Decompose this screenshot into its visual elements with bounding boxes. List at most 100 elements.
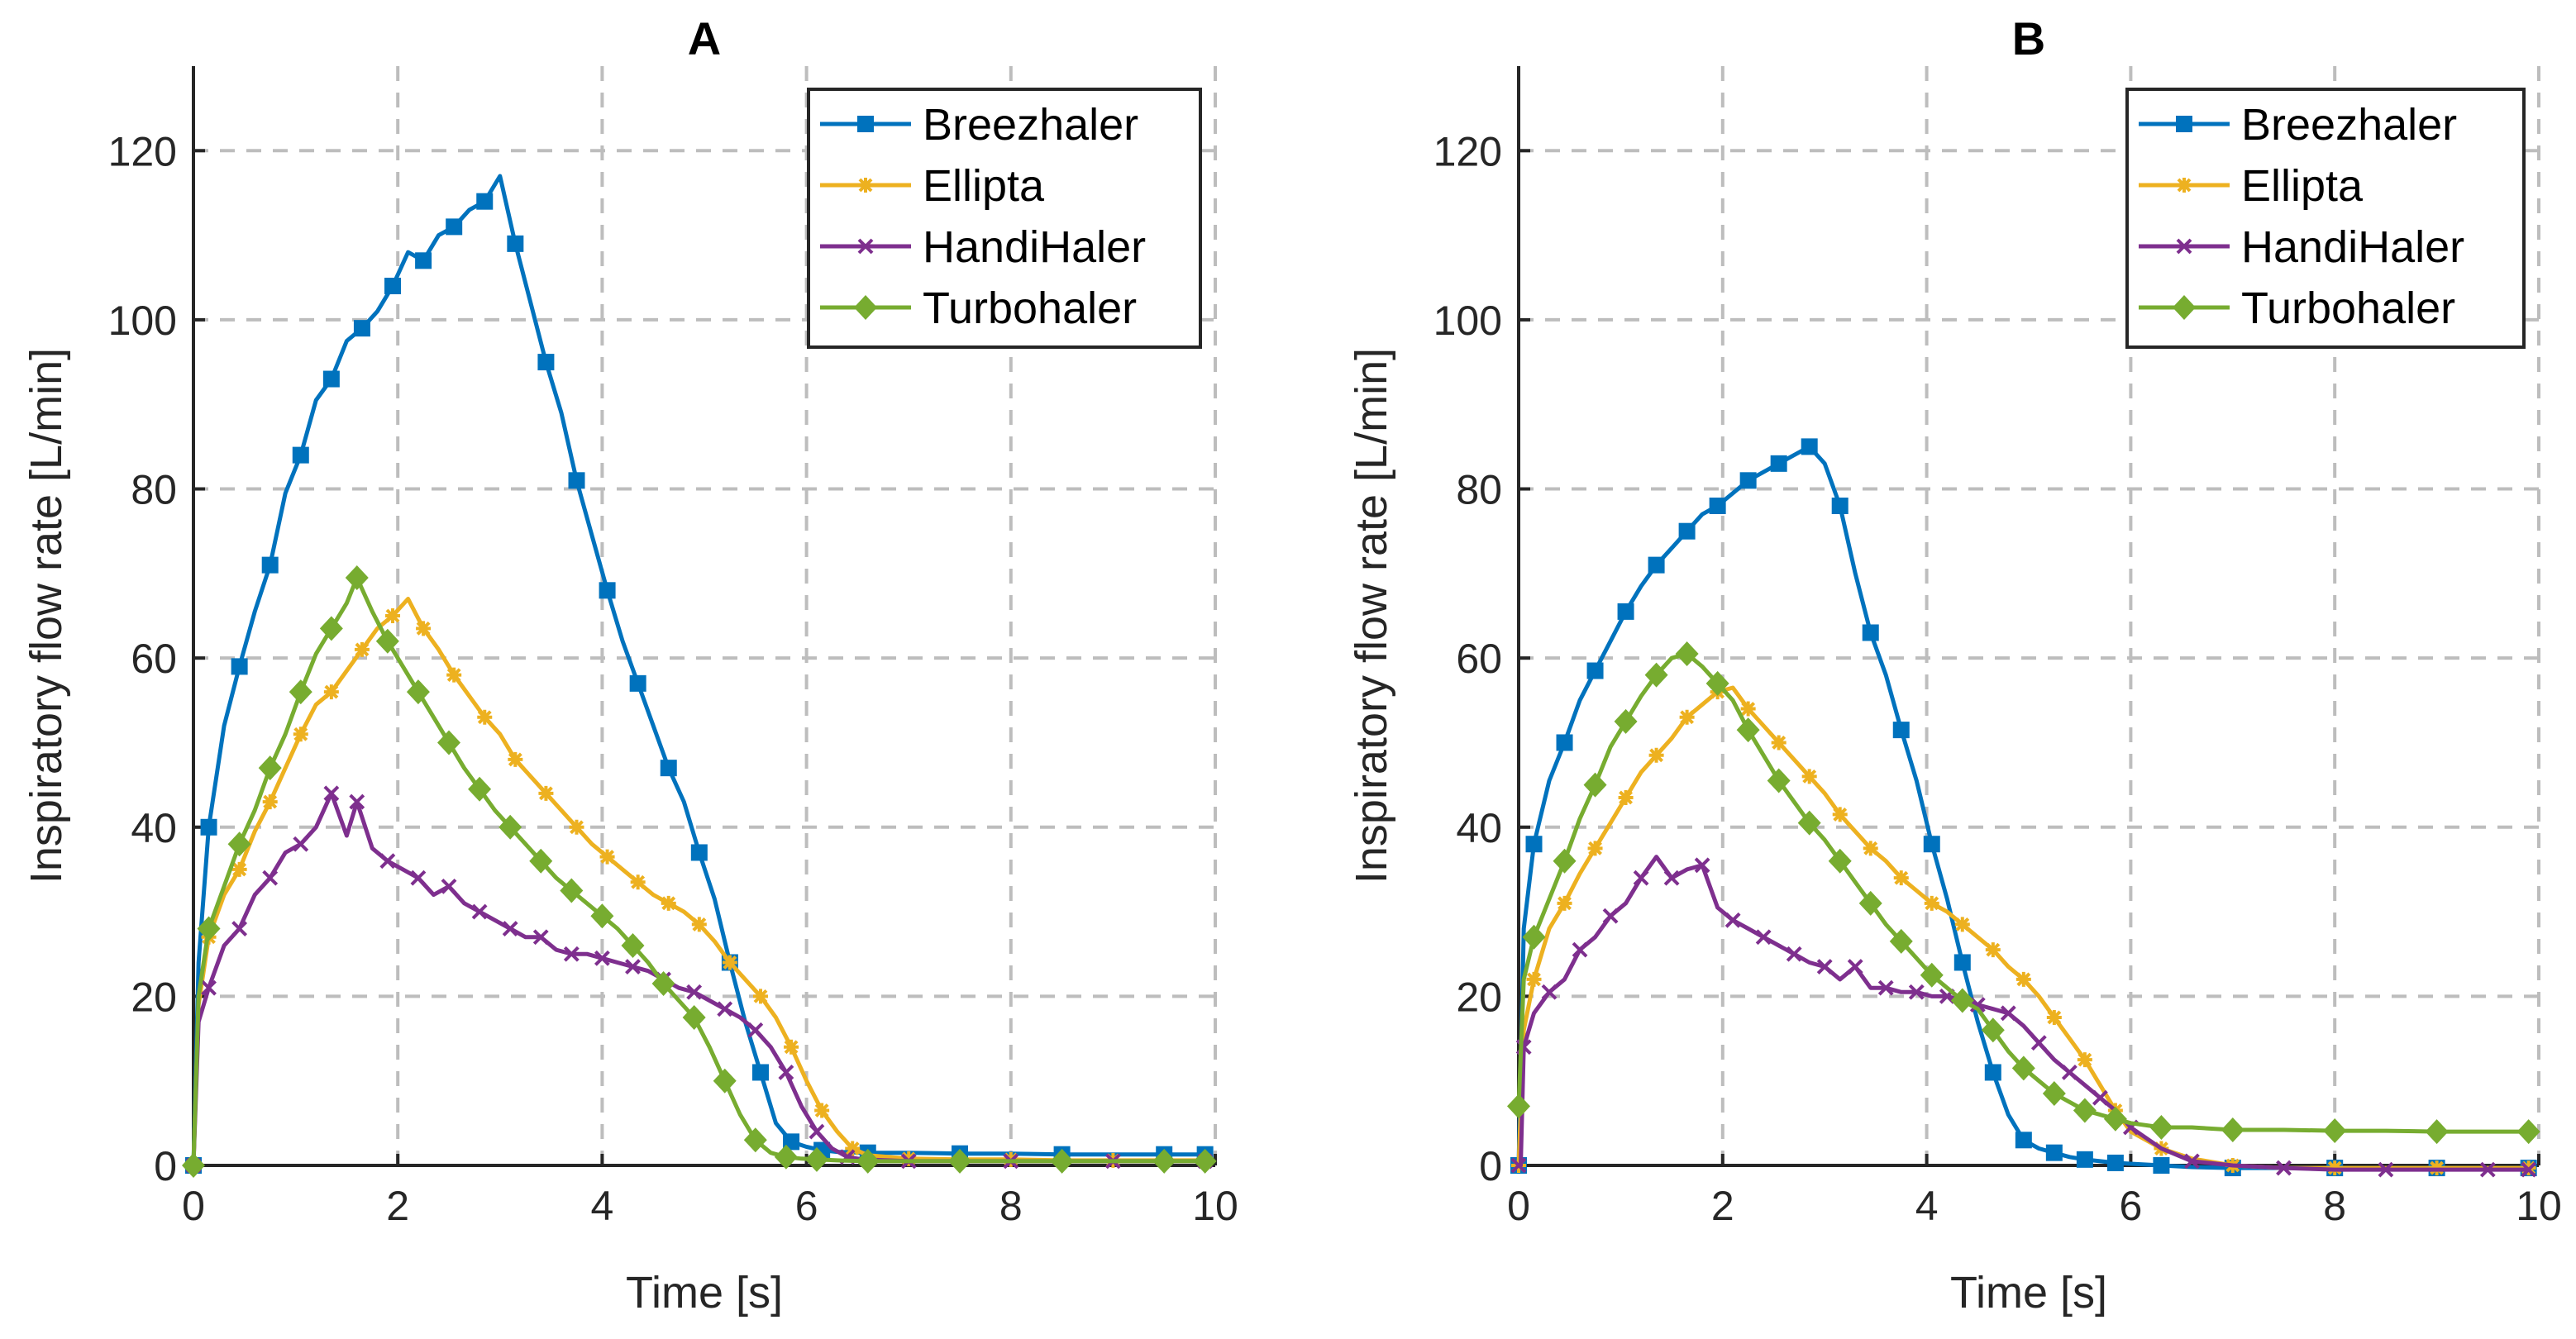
data-point-handihaler (809, 1123, 825, 1140)
data-point-breezhaler (1923, 836, 1940, 853)
data-point-breezhaler (1586, 662, 1604, 679)
data-point-breezhaler (751, 1064, 769, 1081)
data-point-ellipta (784, 1039, 799, 1055)
data-point-ellipta (691, 917, 707, 932)
data-point-breezhaler (1984, 1064, 2001, 1081)
data-point-turbohaler (1522, 924, 1546, 950)
data-point-ellipta (2046, 1009, 2062, 1025)
data-point-breezhaler (537, 354, 555, 371)
x-tick-label-4: 4 (590, 1183, 613, 1229)
data-point-turbohaler (2073, 1098, 2097, 1123)
data-point-turbohaler (1675, 641, 1699, 667)
data-point-breezhaler (2076, 1151, 2093, 1168)
legend-marker-handihaler (2176, 238, 2192, 255)
data-point-handihaler (502, 921, 518, 936)
data-point-turbohaler (713, 1068, 737, 1094)
series-turbohaler (182, 565, 1217, 1178)
data-point-ellipta (661, 895, 676, 911)
legend: Breezhaler Ellipta HandiHaler Turbohaler (2125, 88, 2526, 349)
data-point-handihaler (2378, 1161, 2394, 1178)
data-point-turbohaler (2103, 1106, 2127, 1132)
data-point-turbohaler (1050, 1148, 1074, 1174)
data-point-handihaler (2030, 1035, 2047, 1051)
data-point-breezhaler (1709, 498, 1726, 514)
data-point-handihaler (1816, 959, 1833, 974)
y-tick-label-20: 20 (131, 974, 177, 1020)
data-point-ellipta (2077, 1052, 2092, 1068)
data-point-ellipta (231, 861, 247, 877)
data-point-turbohaler (345, 565, 369, 590)
data-point-handihaler (2521, 1161, 2537, 1178)
series-line-turbohaler (191, 575, 1208, 1168)
data-point-turbohaler (1828, 848, 1852, 874)
y-tick-label-60: 60 (131, 636, 177, 682)
panel-title: B (2012, 12, 2045, 64)
data-point-handihaler (1633, 870, 1649, 886)
data-point-turbohaler (227, 832, 251, 857)
y-tick-label-40: 40 (131, 805, 177, 851)
x-axis-label: Time [s] (626, 1268, 783, 1318)
data-point-turbohaler (2425, 1119, 2449, 1145)
data-point-handihaler (1877, 979, 1894, 996)
x-axis-label: Time [s] (1950, 1268, 2107, 1318)
data-point-turbohaler (2221, 1117, 2244, 1143)
data-point-handihaler (379, 853, 396, 870)
data-point-turbohaler (560, 878, 584, 903)
data-point-breezhaler (1678, 522, 1696, 540)
data-point-handihaler (2061, 1065, 2077, 1080)
series-line-ellipta (1516, 685, 2531, 1170)
legend-label-handihaler: HandiHaler (2241, 222, 2464, 272)
data-point-turbohaler (2011, 1055, 2035, 1081)
data-point-breezhaler (476, 193, 494, 210)
data-point-ellipta (262, 794, 278, 810)
data-point-turbohaler (1583, 772, 1607, 798)
legend-marker-turbohaler (2173, 295, 2196, 320)
x-tick-label-6: 6 (795, 1183, 818, 1229)
legend-label-breezhaler: Breezhaler (2241, 100, 2457, 150)
series-turbohaler (1507, 641, 2540, 1145)
data-point-handihaler (686, 984, 703, 1000)
data-point-breezhaler (507, 235, 524, 252)
series-line-breezhaler (1516, 444, 2531, 1170)
legend-label-turbohaler: Turbohaler (923, 284, 1137, 333)
data-point-handihaler (778, 1065, 794, 1080)
legend-box (2125, 88, 2526, 349)
data-point-turbohaler (1736, 717, 1760, 743)
legend-label-handihaler: HandiHaler (923, 222, 1146, 272)
data-point-breezhaler (1953, 954, 1971, 971)
data-point-handihaler (1908, 984, 1925, 1000)
data-point-turbohaler (1950, 988, 1974, 1013)
data-point-handihaler (1602, 908, 1619, 924)
data-point-ellipta (508, 751, 523, 767)
data-point-turbohaler (1152, 1148, 1176, 1174)
data-point-breezhaler (568, 472, 585, 489)
data-point-handihaler (2000, 1005, 2016, 1022)
x-tick-label-10: 10 (2516, 1183, 2562, 1229)
data-point-ellipta (385, 608, 401, 623)
data-point-handihaler (323, 785, 340, 802)
data-point-ellipta (1832, 807, 1848, 822)
data-point-ellipta (1924, 895, 1939, 911)
data-point-turbohaler (774, 1144, 798, 1170)
data-point-turbohaler (1553, 848, 1577, 874)
data-point-handihaler (2184, 1153, 2200, 1170)
data-point-turbohaler (1981, 1017, 2005, 1043)
data-point-turbohaler (437, 730, 460, 755)
data-point-handihaler (410, 870, 427, 886)
data-point-breezhaler (599, 582, 616, 599)
y-tick-label-80: 80 (131, 467, 177, 513)
data-point-ellipta (1985, 942, 2001, 958)
legend-marker-ellipta (858, 178, 873, 193)
legend-label-breezhaler: Breezhaler (923, 100, 1138, 150)
data-point-turbohaler (2323, 1118, 2347, 1144)
data-point-ellipta (1893, 870, 1909, 886)
data-point-handihaler (747, 1022, 764, 1038)
legend-label-ellipta: Ellipta (2241, 161, 2364, 211)
data-point-breezhaler (200, 818, 217, 836)
data-point-handihaler (563, 946, 580, 962)
data-point-ellipta (1526, 971, 1542, 987)
data-point-turbohaler (743, 1127, 767, 1153)
data-point-turbohaler (804, 1146, 828, 1172)
